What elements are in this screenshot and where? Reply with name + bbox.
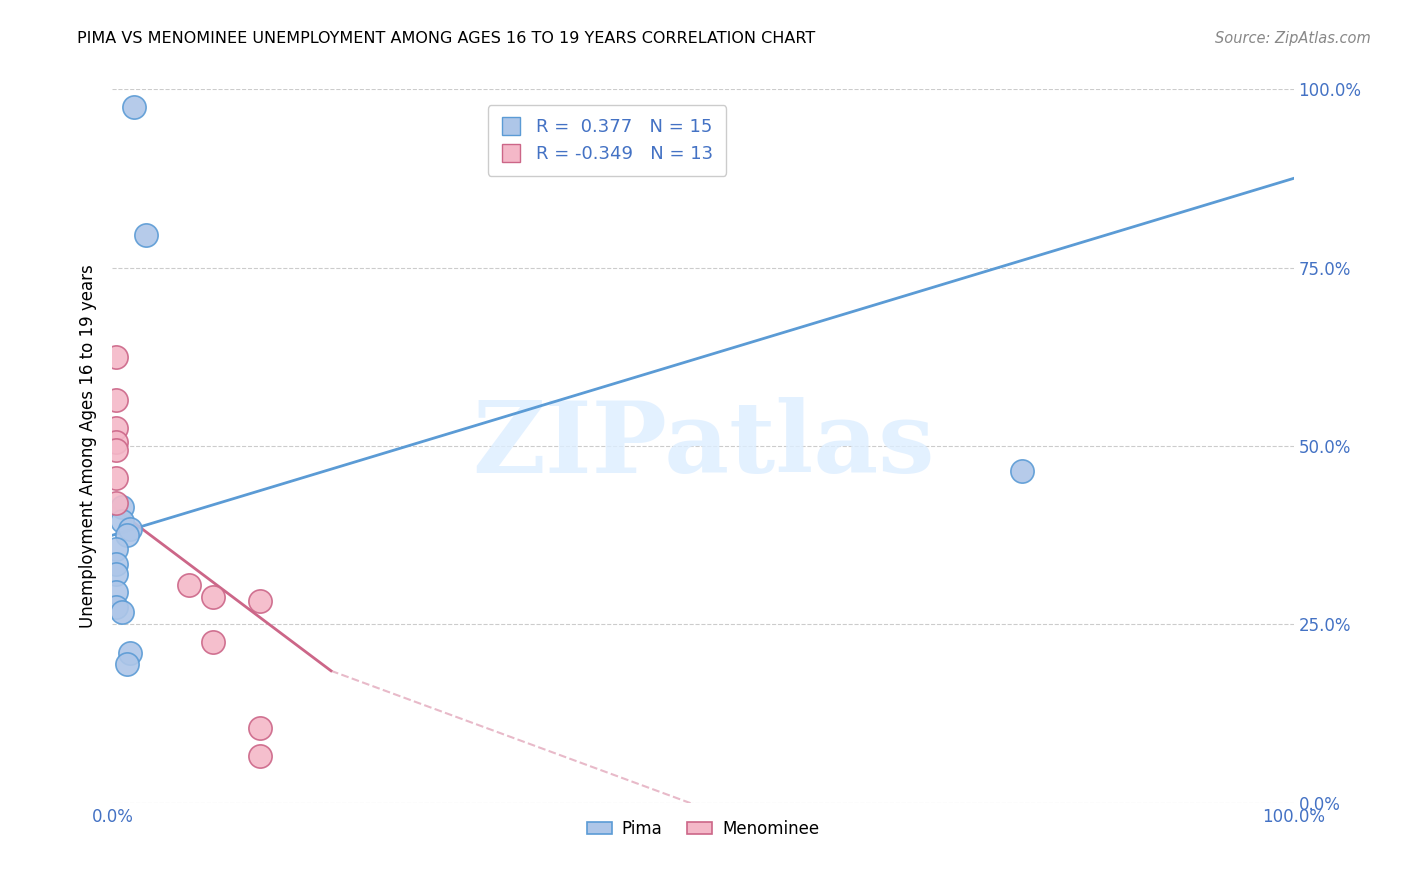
Point [201, 591, 224, 605]
Point [105, 542, 128, 557]
Point [201, 635, 224, 649]
Point [115, 528, 138, 542]
Point [105, 392, 128, 407]
Text: ZIPatlas: ZIPatlas [472, 398, 934, 494]
Point [249, 749, 271, 764]
Point [105, 435, 128, 450]
Point [120, 646, 142, 660]
Point [105, 471, 128, 485]
Text: Source: ZipAtlas.com: Source: ZipAtlas.com [1215, 31, 1371, 46]
Legend: Pima, Menominee: Pima, Menominee [579, 814, 827, 845]
Text: PIMA VS MENOMINEE UNEMPLOYMENT AMONG AGES 16 TO 19 YEARS CORRELATION CHART: PIMA VS MENOMINEE UNEMPLOYMENT AMONG AGE… [77, 31, 815, 46]
Point [105, 421, 128, 435]
Point [115, 657, 138, 671]
Point [122, 100, 145, 114]
Point [111, 514, 134, 528]
Point [111, 500, 134, 514]
Point [120, 523, 142, 537]
Point [105, 585, 128, 599]
Point [105, 567, 128, 582]
Point [249, 594, 271, 608]
Point [135, 228, 157, 243]
Point [105, 496, 128, 510]
Y-axis label: Unemployment Among Ages 16 to 19 years: Unemployment Among Ages 16 to 19 years [79, 264, 97, 628]
Point [105, 442, 128, 457]
Point [249, 721, 271, 735]
Point [105, 557, 128, 571]
Point [1011, 464, 1033, 478]
Point [105, 599, 128, 614]
Point [179, 578, 201, 592]
Point [111, 605, 134, 619]
Point [105, 350, 128, 364]
